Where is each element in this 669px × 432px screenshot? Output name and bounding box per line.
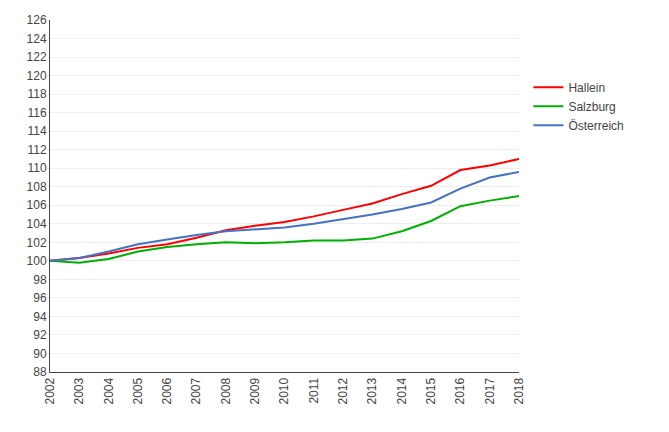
- svg-text:2008: 2008: [219, 377, 233, 404]
- svg-text:Österreich: Österreich: [568, 119, 623, 133]
- svg-text:2002: 2002: [43, 377, 57, 404]
- svg-text:100: 100: [27, 254, 47, 268]
- svg-text:106: 106: [27, 198, 47, 212]
- svg-text:2009: 2009: [248, 377, 262, 404]
- svg-text:2012: 2012: [336, 377, 350, 404]
- svg-text:112: 112: [27, 143, 46, 157]
- svg-text:114: 114: [27, 124, 46, 138]
- svg-text:118: 118: [27, 87, 46, 101]
- svg-text:Hallein: Hallein: [568, 81, 605, 95]
- svg-text:2004: 2004: [102, 377, 116, 404]
- svg-text:96: 96: [33, 291, 47, 305]
- svg-text:2018: 2018: [512, 377, 526, 404]
- svg-text:110: 110: [27, 161, 46, 175]
- svg-text:116: 116: [27, 106, 46, 120]
- svg-text:2007: 2007: [189, 377, 203, 404]
- svg-text:2010: 2010: [277, 377, 291, 404]
- svg-text:2011: 2011: [307, 377, 321, 403]
- svg-text:122: 122: [27, 50, 47, 64]
- svg-text:2013: 2013: [365, 377, 379, 404]
- svg-text:2005: 2005: [131, 377, 145, 404]
- svg-text:120: 120: [27, 69, 47, 83]
- svg-text:2015: 2015: [424, 377, 438, 404]
- svg-text:98: 98: [33, 273, 47, 287]
- svg-text:2014: 2014: [395, 377, 409, 404]
- svg-text:Salzburg: Salzburg: [568, 100, 615, 114]
- svg-text:124: 124: [27, 32, 47, 46]
- svg-text:2006: 2006: [160, 377, 174, 404]
- svg-text:92: 92: [33, 328, 47, 342]
- svg-text:2003: 2003: [72, 377, 86, 404]
- svg-text:108: 108: [27, 180, 47, 194]
- svg-text:90: 90: [33, 347, 47, 361]
- svg-text:2016: 2016: [453, 377, 467, 404]
- svg-text:102: 102: [27, 236, 47, 250]
- svg-text:126: 126: [27, 13, 47, 27]
- svg-text:94: 94: [33, 310, 47, 324]
- svg-text:104: 104: [27, 217, 47, 231]
- svg-text:2017: 2017: [483, 377, 497, 404]
- svg-text:88: 88: [33, 365, 47, 379]
